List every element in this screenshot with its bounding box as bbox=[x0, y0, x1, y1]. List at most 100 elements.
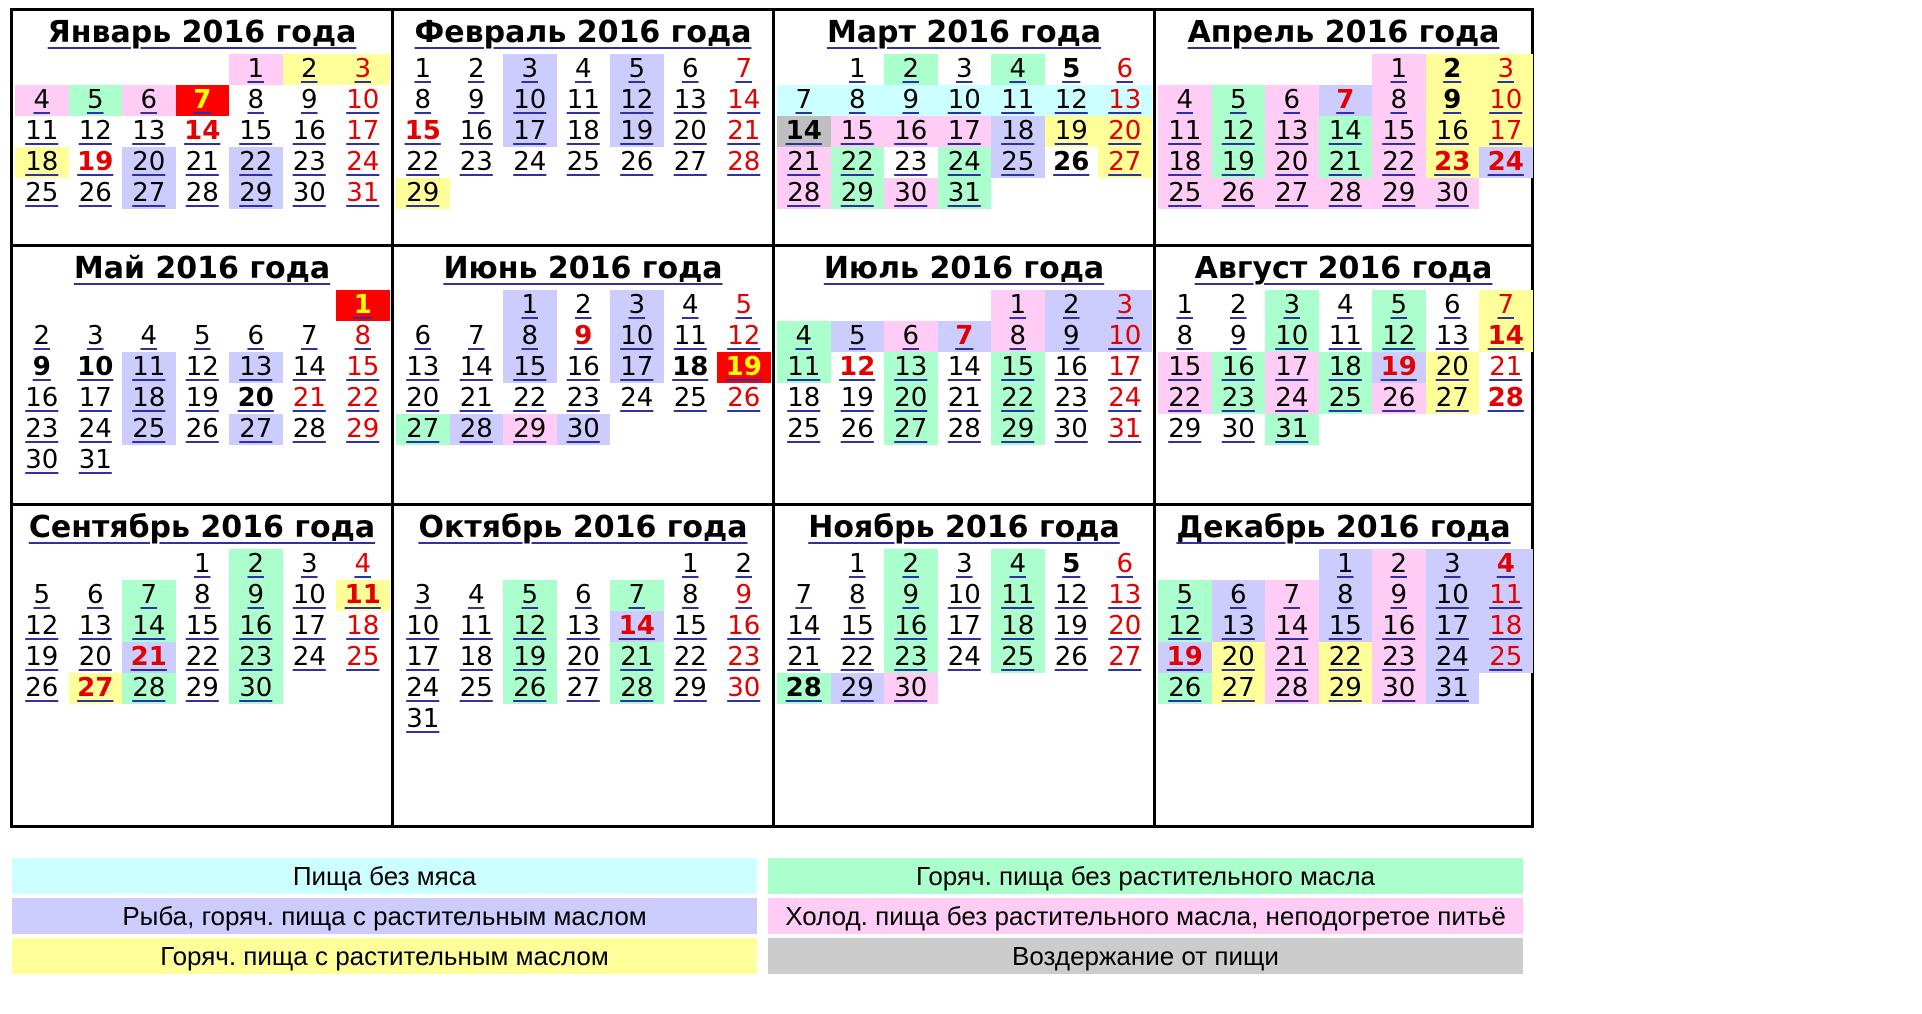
day-cell[interactable]: 10 bbox=[1098, 321, 1152, 352]
month-title[interactable]: Декабрь 2016 года bbox=[1176, 510, 1511, 545]
day-cell[interactable]: 17 bbox=[1479, 116, 1533, 147]
day-number[interactable]: 5 bbox=[1390, 290, 1408, 320]
day-number[interactable]: 28 bbox=[727, 147, 761, 177]
day-number[interactable]: 5 bbox=[1062, 54, 1081, 84]
day-number[interactable]: 27 bbox=[406, 414, 440, 444]
day-number[interactable]: 11 bbox=[1168, 116, 1202, 146]
day-number[interactable]: 27 bbox=[894, 414, 928, 444]
day-number[interactable]: 9 bbox=[32, 352, 51, 382]
day-number[interactable]: 27 bbox=[239, 414, 273, 444]
day-cell[interactable]: 18 bbox=[1479, 611, 1533, 642]
day-number[interactable]: 17 bbox=[620, 352, 654, 382]
day-cell[interactable]: 28 bbox=[176, 178, 230, 209]
day-cell[interactable]: 15 bbox=[1158, 352, 1212, 383]
day-number[interactable]: 9 bbox=[574, 321, 593, 351]
day-number[interactable]: 27 bbox=[1435, 383, 1469, 413]
day-cell[interactable]: 15 bbox=[336, 352, 390, 383]
day-number[interactable]: 1 bbox=[414, 54, 432, 84]
day-number[interactable]: 3 bbox=[414, 580, 432, 610]
day-cell[interactable]: 2 bbox=[282, 54, 336, 85]
day-cell[interactable]: 23 bbox=[1045, 383, 1099, 414]
day-cell[interactable]: 18 bbox=[450, 642, 504, 673]
day-cell[interactable]: 22 bbox=[176, 642, 230, 673]
day-number[interactable]: 23 bbox=[292, 147, 326, 177]
day-cell[interactable]: 29 bbox=[830, 178, 884, 209]
day-number[interactable]: 16 bbox=[292, 116, 326, 146]
day-cell[interactable]: 16 bbox=[1211, 352, 1265, 383]
day-number[interactable]: 25 bbox=[566, 147, 600, 177]
day-cell[interactable]: 28 bbox=[717, 147, 771, 178]
day-cell[interactable]: 7 bbox=[777, 580, 831, 611]
day-cell[interactable]: 17 bbox=[396, 642, 450, 673]
day-number[interactable]: 14 bbox=[1328, 116, 1362, 146]
day-cell[interactable]: 18 bbox=[1318, 352, 1372, 383]
day-number[interactable]: 29 bbox=[1328, 673, 1362, 703]
day-number[interactable]: 7 bbox=[795, 85, 813, 115]
day-number[interactable]: 15 bbox=[1328, 611, 1362, 641]
day-number[interactable]: 23 bbox=[1221, 383, 1255, 413]
day-number[interactable]: 3 bbox=[1443, 549, 1461, 579]
day-number[interactable]: 20 bbox=[1221, 642, 1255, 672]
day-number[interactable]: 31 bbox=[1108, 414, 1142, 444]
day-number[interactable]: 4 bbox=[1336, 290, 1354, 320]
day-number[interactable]: 1 bbox=[193, 549, 211, 579]
day-cell[interactable]: 1 bbox=[831, 549, 885, 580]
day-number[interactable]: 27 bbox=[1108, 642, 1142, 672]
day-number[interactable]: 9 bbox=[1229, 321, 1247, 351]
day-number[interactable]: 24 bbox=[406, 673, 440, 703]
day-cell[interactable]: 14 bbox=[777, 611, 831, 642]
day-number[interactable]: 16 bbox=[459, 116, 493, 146]
day-number[interactable]: 17 bbox=[947, 611, 981, 641]
day-number[interactable]: 23 bbox=[1434, 147, 1471, 177]
day-number[interactable]: 6 bbox=[1443, 290, 1461, 320]
day-number[interactable]: 16 bbox=[1435, 116, 1469, 146]
day-cell[interactable]: 31 bbox=[69, 445, 123, 476]
day-number[interactable]: 7 bbox=[735, 54, 753, 84]
day-cell[interactable]: 22 bbox=[229, 147, 283, 178]
day-cell[interactable]: 17 bbox=[503, 116, 557, 147]
day-cell[interactable]: 25 bbox=[991, 642, 1045, 673]
day-number[interactable]: 17 bbox=[292, 611, 326, 641]
day-cell[interactable]: 19 bbox=[831, 383, 885, 414]
day-cell[interactable]: 25 bbox=[1479, 642, 1533, 673]
day-number[interactable]: 6 bbox=[1116, 549, 1134, 579]
day-number[interactable]: 12 bbox=[513, 611, 547, 641]
day-cell[interactable]: 2 bbox=[1425, 54, 1479, 85]
day-cell[interactable]: 24 bbox=[1265, 383, 1319, 414]
month-title[interactable]: Октябрь 2016 года bbox=[418, 510, 748, 545]
day-number[interactable]: 16 bbox=[894, 611, 928, 641]
day-number[interactable]: 31 bbox=[1435, 673, 1469, 703]
day-number[interactable]: 25 bbox=[132, 414, 166, 444]
day-number[interactable]: 1 bbox=[1009, 290, 1027, 320]
day-number[interactable]: 28 bbox=[132, 673, 166, 703]
day-number[interactable]: 17 bbox=[1435, 611, 1469, 641]
day-cell[interactable]: 3 bbox=[1425, 549, 1479, 580]
day-cell[interactable]: 29 bbox=[1158, 414, 1212, 445]
day-number[interactable]: 7 bbox=[193, 85, 212, 115]
day-number[interactable]: 19 bbox=[77, 147, 114, 177]
day-number[interactable]: 19 bbox=[1380, 352, 1417, 382]
day-cell[interactable]: 6 bbox=[884, 321, 938, 352]
day-number[interactable]: 21 bbox=[1328, 147, 1362, 177]
day-number[interactable]: 19 bbox=[1221, 147, 1255, 177]
day-number[interactable]: 1 bbox=[1176, 290, 1194, 320]
day-cell[interactable]: 18 bbox=[336, 611, 390, 642]
day-number[interactable]: 3 bbox=[300, 549, 318, 579]
day-cell[interactable]: 9 bbox=[557, 321, 611, 352]
day-cell[interactable]: 29 bbox=[336, 414, 390, 445]
day-cell[interactable]: 9 bbox=[884, 580, 938, 611]
day-number[interactable]: 2 bbox=[1062, 290, 1080, 320]
day-number[interactable]: 22 bbox=[1328, 642, 1362, 672]
day-number[interactable]: 5 bbox=[86, 85, 104, 115]
day-number[interactable]: 29 bbox=[185, 673, 219, 703]
day-cell[interactable]: 2 bbox=[1372, 549, 1426, 580]
day-number[interactable]: 15 bbox=[1168, 352, 1202, 382]
day-number[interactable]: 19 bbox=[840, 383, 874, 413]
day-cell[interactable]: 5 bbox=[15, 580, 69, 611]
day-number[interactable]: 15 bbox=[840, 116, 874, 146]
day-cell[interactable]: 7 bbox=[610, 580, 664, 611]
day-cell[interactable]: 22 bbox=[503, 383, 557, 414]
day-number[interactable]: 1 bbox=[247, 54, 265, 84]
day-cell[interactable]: 16 bbox=[1045, 352, 1099, 383]
day-cell[interactable]: 15 bbox=[664, 611, 718, 642]
